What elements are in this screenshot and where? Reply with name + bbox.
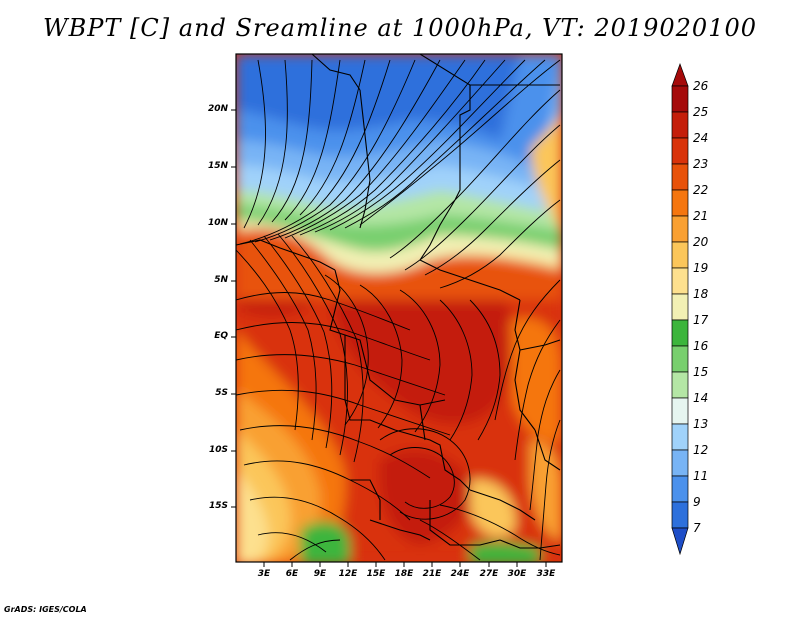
colorbar-label: 14 [693,391,709,405]
colorbar-label: 20 [693,235,709,249]
x-axis-ticks [263,562,547,567]
y-label-20n: 20N [207,104,228,114]
y-label-10s: 10S [208,445,228,455]
colorbar-bottom-arrow [671,527,689,556]
x-label-27e: 27E [479,569,499,579]
y-label-15s: 15S [208,501,228,511]
y-label-10n: 10N [207,218,228,228]
y-axis-ticks [231,109,236,508]
x-label-9e: 9E [313,569,327,579]
software-credit: GrADS: IGES/COLA [4,605,87,614]
colorbar-label: 17 [693,313,709,327]
colorbar-label: 11 [693,469,709,483]
colorbar-label: 26 [693,79,709,93]
colorbar-label: 22 [693,183,709,197]
x-label-18e: 18E [394,569,414,579]
colorbar-label: 19 [693,261,709,275]
y-label-eq: EQ [214,331,228,341]
x-label-33e: 33E [536,569,556,579]
y-label-5s: 5S [215,388,228,398]
colorbar-label: 13 [693,417,709,431]
map-frame [235,53,563,563]
country-borders [236,54,562,549]
colorbar-label: 24 [693,131,709,145]
x-label-6e: 6E [285,569,299,579]
map-title: WBPT [C] and Sreamline at 1000hPa, VT: 2… [42,14,758,42]
colorbar-label: 16 [693,339,709,353]
colorbar-label: 18 [693,287,709,301]
x-label-15e: 15E [366,569,386,579]
x-label-3e: 3E [257,569,271,579]
x-label-12e: 12E [338,569,358,579]
colorbar-label: 23 [693,157,709,171]
x-label-24e: 24E [450,569,470,579]
x-label-30e: 30E [507,569,527,579]
colorbar-top-arrow [671,62,689,87]
colorbar-label: 12 [693,443,709,457]
colorbar [671,62,689,556]
colorbar-label: 25 [693,105,709,119]
colorbar-label: 15 [693,365,709,379]
x-label-21e: 21E [422,569,442,579]
y-label-5n: 5N [214,275,228,285]
colorbar-label: 21 [693,209,709,223]
y-label-15n: 15N [207,161,228,171]
colorbar-label: 9 [693,495,701,509]
colorbar-label: 7 [693,521,701,535]
